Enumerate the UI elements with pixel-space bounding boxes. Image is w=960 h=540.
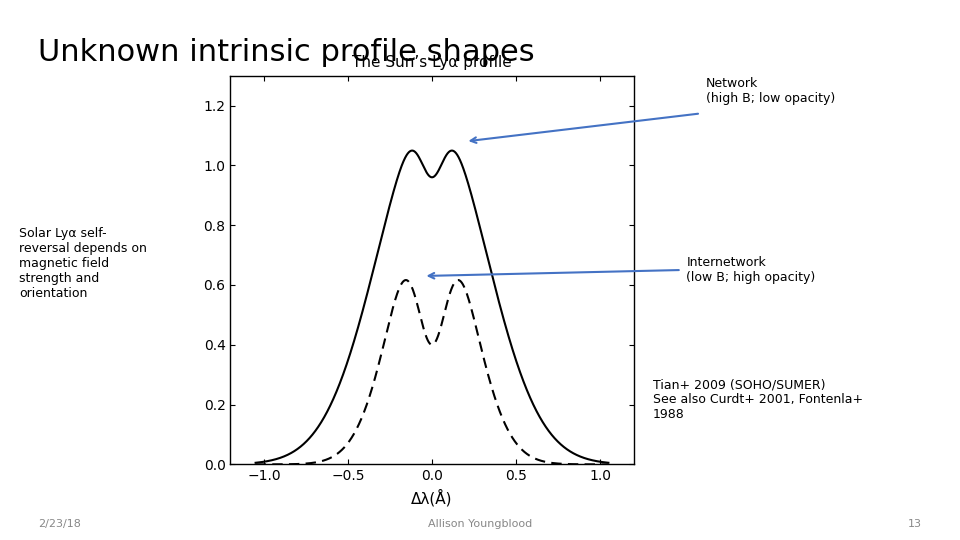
Title: The Sun’s Lyα profile: The Sun’s Lyα profile bbox=[352, 55, 512, 70]
X-axis label: Δλ(Å): Δλ(Å) bbox=[411, 489, 453, 507]
Text: 13: 13 bbox=[907, 519, 922, 529]
Text: Tian+ 2009 (SOHO/SUMER)
See also Curdt+ 2001, Fontenla+
1988: Tian+ 2009 (SOHO/SUMER) See also Curdt+ … bbox=[653, 378, 863, 421]
Text: Internetwork
(low B; high opacity): Internetwork (low B; high opacity) bbox=[686, 256, 816, 284]
Text: Network
(high B; low opacity): Network (high B; low opacity) bbox=[706, 77, 835, 105]
Text: 2/23/18: 2/23/18 bbox=[38, 519, 82, 529]
Text: Unknown intrinsic profile shapes: Unknown intrinsic profile shapes bbox=[38, 38, 535, 67]
Text: Solar Lyα self-
reversal depends on
magnetic field
strength and
orientation: Solar Lyα self- reversal depends on magn… bbox=[19, 227, 147, 300]
Text: Allison Youngblood: Allison Youngblood bbox=[428, 519, 532, 529]
